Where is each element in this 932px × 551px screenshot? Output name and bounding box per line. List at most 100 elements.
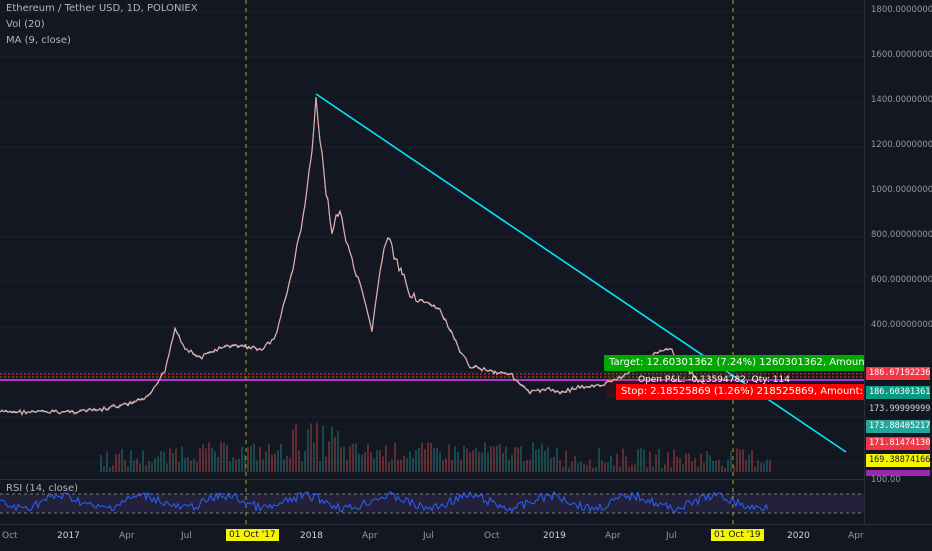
volume-bar xyxy=(235,459,237,472)
volume-bar xyxy=(223,443,225,472)
position-stop-label[interactable]: Stop: 2.18525869 (1.26%) 218525869, Amou… xyxy=(616,384,864,400)
volume-bar xyxy=(208,442,210,472)
volume-bar xyxy=(244,455,246,472)
volume-bar xyxy=(670,467,672,472)
rsi-chart-canvas[interactable] xyxy=(0,480,864,525)
volume-bar xyxy=(352,443,354,472)
volume-bar xyxy=(592,467,594,472)
volume-bar xyxy=(757,460,759,472)
volume-bar xyxy=(532,442,534,472)
volume-bar xyxy=(646,467,648,472)
volume-bar xyxy=(385,445,387,472)
volume-bar xyxy=(328,441,330,472)
volume-bar xyxy=(604,463,606,472)
volume-bar xyxy=(301,461,303,472)
time-label-jul-2017: Jul xyxy=(181,531,192,541)
volume-bar xyxy=(277,450,279,472)
volume-bar xyxy=(178,461,180,472)
volume-bar xyxy=(598,448,600,472)
position-pnl-label[interactable]: Open P&L: -0.13594782, Qty: 114 xyxy=(638,375,790,385)
position-target-label[interactable]: Target: 12.60301362 (7.24%) 1260301362, … xyxy=(604,355,864,371)
rsi-legend[interactable]: RSI (14, close) xyxy=(6,483,79,494)
volume-bar xyxy=(499,444,501,472)
symbol-legend[interactable]: Ethereum / Tether USD, 1D, POLONIEX xyxy=(6,3,198,14)
price-axis[interactable]: 1800.00000000 1600.00000000 1400.0000000… xyxy=(864,0,932,524)
volume-bar xyxy=(367,444,369,472)
price-label-1600: 1600.00000000 xyxy=(871,50,932,60)
volume-bar xyxy=(424,449,426,472)
volume-bar xyxy=(448,444,450,472)
volume-bar xyxy=(262,459,264,472)
time-marker-oct-17: 01 Oct '17 xyxy=(226,529,279,541)
volume-bar xyxy=(106,451,108,472)
volume-bar xyxy=(610,455,612,472)
volume-bar xyxy=(127,466,129,472)
volume-bar xyxy=(289,457,291,472)
volume-bar xyxy=(595,467,597,472)
volume-bar xyxy=(112,465,114,472)
volume-bar xyxy=(214,451,216,472)
volume-bar xyxy=(664,464,666,472)
volume-bar xyxy=(766,459,768,472)
volume-bar xyxy=(433,448,435,472)
volume-bar xyxy=(733,466,735,472)
volume-bar xyxy=(574,456,576,472)
volume-bar xyxy=(505,446,507,472)
volume-bar xyxy=(481,452,483,472)
volume-bar xyxy=(535,449,537,472)
volume-bar xyxy=(247,447,249,472)
price-label-1400: 1400.00000000 xyxy=(871,95,932,105)
volume-bar xyxy=(589,459,591,472)
volume-bar xyxy=(661,468,663,472)
time-axis[interactable]: Oct 2017 Apr Jul 2018 Apr Jul Oct 2019 A… xyxy=(0,524,932,551)
volume-bar xyxy=(343,446,345,472)
volume-bar xyxy=(703,462,705,472)
volume-bar xyxy=(376,450,378,472)
volume-bar xyxy=(742,449,744,472)
time-label-2018: 2018 xyxy=(300,531,323,541)
main-chart[interactable]: Ethereum / Tether USD, 1D, POLONIEX Vol … xyxy=(0,0,864,478)
volume-bars xyxy=(100,422,771,472)
volume-bar xyxy=(643,449,645,472)
volume-bar xyxy=(337,431,339,472)
volume-bar xyxy=(457,452,459,472)
volume-bar xyxy=(172,452,174,472)
volume-bar xyxy=(316,422,318,472)
price-chart-canvas[interactable] xyxy=(0,0,864,478)
volume-bar xyxy=(265,451,267,472)
volume-bar xyxy=(319,461,321,472)
volume-bar xyxy=(697,466,699,472)
volume-bar xyxy=(754,466,756,472)
volume-bar xyxy=(109,467,111,472)
volume-bar xyxy=(628,466,630,472)
volume-bar xyxy=(382,456,384,472)
volume-bar xyxy=(682,464,684,472)
volume-bar xyxy=(550,458,552,472)
price-label-1200: 1200.00000000 xyxy=(871,140,932,150)
volume-bar xyxy=(619,466,621,472)
volume-bar xyxy=(673,449,675,472)
volume-bar xyxy=(568,467,570,472)
rsi-pane[interactable]: RSI (14, close) xyxy=(0,479,864,525)
volume-bar xyxy=(241,446,243,472)
ma-legend[interactable]: MA (9, close) xyxy=(6,35,71,46)
volume-bar xyxy=(259,447,261,472)
volume-bar xyxy=(268,444,270,472)
volume-bar xyxy=(322,425,324,472)
volume-bar xyxy=(256,460,258,472)
volume-bar xyxy=(517,447,519,472)
volume-bar xyxy=(298,450,300,472)
volume-bar xyxy=(688,453,690,472)
volume-legend[interactable]: Vol (20) xyxy=(6,19,45,30)
volume-bar xyxy=(700,453,702,472)
volume-bar xyxy=(724,467,726,472)
volume-bar xyxy=(139,463,141,472)
volume-bar xyxy=(334,436,336,472)
volume-bar xyxy=(526,459,528,472)
volume-bar xyxy=(307,429,309,472)
volume-bar xyxy=(253,443,255,472)
rsi-line xyxy=(0,490,769,514)
volume-bar xyxy=(442,460,444,472)
time-marker-oct-19: 01 Oct '19 xyxy=(711,529,764,541)
volume-bar xyxy=(769,459,771,472)
